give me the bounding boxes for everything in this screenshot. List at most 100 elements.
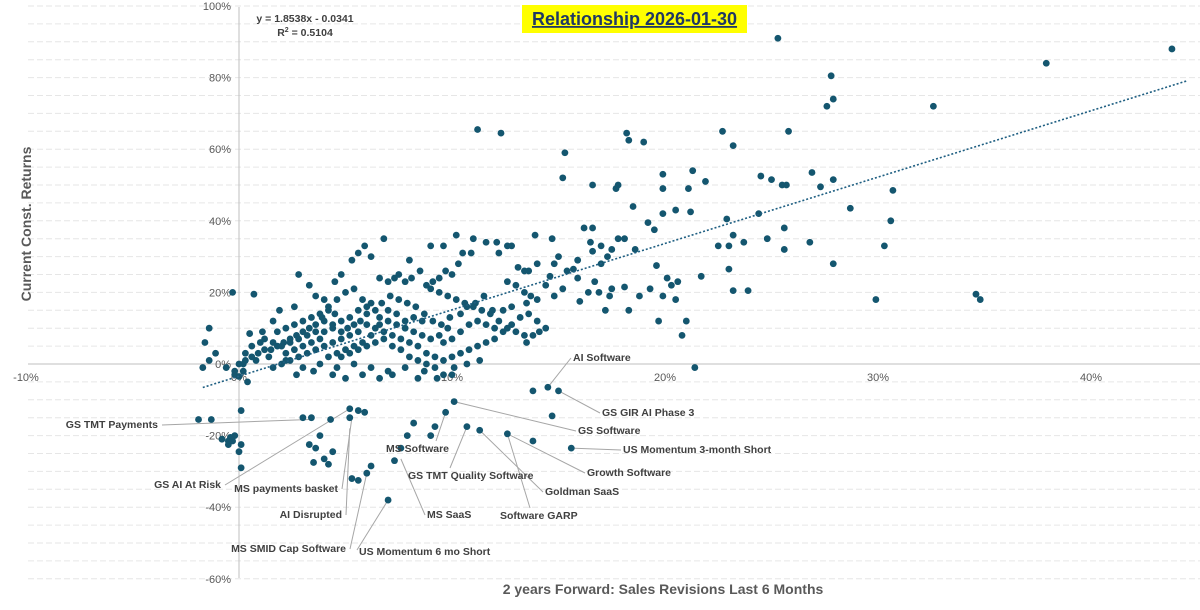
data-point [584,289,592,296]
data-point [337,328,345,336]
data-point [457,310,464,318]
annotation-leader [507,433,586,474]
annotation-leader [161,418,310,426]
data-point [316,335,324,343]
data-point [299,414,307,422]
data-point [290,321,298,329]
data-point [337,317,345,325]
data-point [231,367,239,375]
data-point [625,306,633,314]
data-point [714,242,722,250]
data-point [427,242,435,250]
data-point [363,469,371,477]
data-point [467,249,475,257]
data-point [237,464,245,472]
annotation-label: GS GIR AI Phase 3 [602,407,695,419]
data-point [403,299,411,307]
data-point [401,324,409,332]
annotation-label: MS payments basket [234,483,338,495]
data-point [497,129,505,137]
data-point [614,235,622,243]
data-point [450,364,458,371]
data-point [303,331,311,339]
data-point [580,224,588,232]
data-point [299,364,307,371]
data-point [491,335,498,343]
data-point [806,238,814,246]
data-point [371,306,379,314]
data-point [410,419,418,427]
data-point [486,310,494,318]
data-point [414,374,422,382]
chart-title: Relationship 2026-01-30 [532,9,737,29]
data-point [331,310,339,318]
data-point [729,231,737,239]
data-point [672,296,680,303]
data-point [429,317,437,325]
data-point [342,374,349,382]
data-point [299,317,307,325]
trendline-equation: y = 1.8538x - 0.0341 [256,13,353,25]
data-point [595,289,603,296]
x-axis-title: 2 years Forward: Sales Revisions Last 6 … [503,581,824,597]
data-point [207,416,215,423]
data-point [359,339,366,346]
data-point [359,296,366,303]
data-point [244,378,251,386]
data-point [512,328,520,336]
data-point [521,267,528,275]
title-highlight [522,5,747,33]
data-point [397,346,405,354]
data-point [629,203,637,210]
data-point [601,306,609,314]
data-point [454,260,462,268]
annotation-leader [479,429,544,493]
data-point [427,432,435,439]
data-point [604,253,611,260]
data-point [273,328,281,336]
data-point [346,405,354,413]
data-point [476,426,484,434]
data-point [388,331,396,339]
data-point [418,331,426,339]
data-point [452,231,460,239]
r2-superscript: 2 [285,27,289,34]
data-point [376,274,383,282]
data-point [305,281,313,289]
data-point [212,349,219,357]
data-point [342,289,349,296]
data-point [378,299,386,307]
data-point [312,292,320,300]
data-point [359,371,366,379]
data-point [312,321,320,329]
data-point [1042,59,1050,67]
data-point [401,364,409,371]
annotation-label: GS Software [578,425,641,437]
data-point [744,287,752,295]
data-point [329,371,337,379]
data-point [293,371,300,379]
data-point [361,242,369,250]
data-point [354,407,362,414]
annotation-leader [349,473,368,550]
data-point [550,292,558,300]
data-point [435,274,443,282]
data-point [241,349,249,357]
data-point [406,353,413,361]
annotation-label: US Momentum 6 mo Short [359,546,491,558]
data-point [361,408,369,416]
data-point [195,416,202,423]
data-point [320,328,328,336]
data-point [829,95,837,103]
data-point [682,317,690,325]
data-point [523,339,530,346]
data-point [674,278,682,286]
data-point [376,321,383,329]
data-point [448,271,456,278]
data-point [555,253,562,260]
data-point [388,371,396,379]
data-point [218,435,226,443]
data-point [397,444,405,452]
data-point [570,265,577,273]
data-point [320,317,328,325]
